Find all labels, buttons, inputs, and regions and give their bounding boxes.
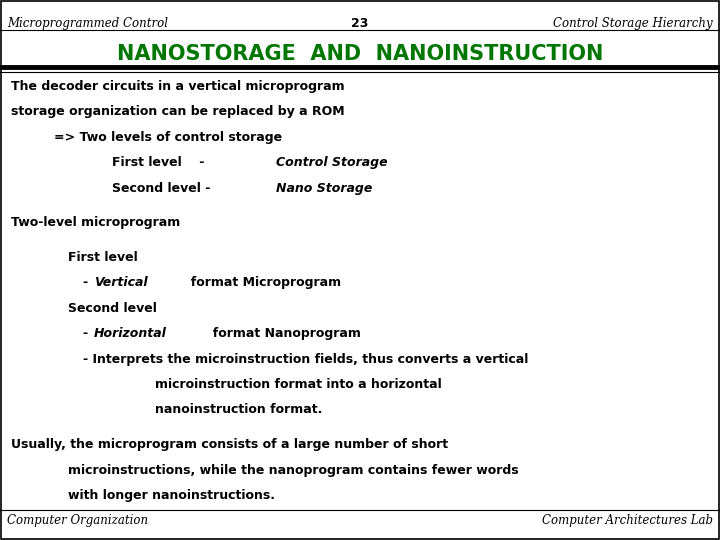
Text: Control Storage: Control Storage: [276, 156, 387, 169]
Text: The decoder circuits in a vertical microprogram: The decoder circuits in a vertical micro…: [11, 80, 344, 93]
Text: => Two levels of control storage: => Two levels of control storage: [54, 131, 282, 144]
Text: 23: 23: [351, 17, 369, 30]
Text: First level    -: First level -: [112, 156, 208, 169]
Text: Computer Architectures Lab: Computer Architectures Lab: [541, 514, 713, 527]
Text: Computer Organization: Computer Organization: [7, 514, 148, 527]
Text: First level: First level: [68, 251, 138, 264]
Text: -: -: [83, 327, 88, 340]
Text: format Microprogram: format Microprogram: [182, 276, 341, 289]
Text: Second level: Second level: [68, 302, 157, 315]
Text: Horizontal: Horizontal: [94, 327, 166, 340]
Text: Usually, the microprogram consists of a large number of short: Usually, the microprogram consists of a …: [11, 438, 448, 451]
Text: NANOSTORAGE  AND  NANOINSTRUCTION: NANOSTORAGE AND NANOINSTRUCTION: [117, 44, 603, 64]
Text: microinstruction format into a horizontal: microinstruction format into a horizonta…: [155, 378, 441, 391]
Text: storage organization can be replaced by a ROM: storage organization can be replaced by …: [11, 105, 344, 118]
Text: with longer nanoinstructions.: with longer nanoinstructions.: [68, 489, 275, 502]
Text: Two-level microprogram: Two-level microprogram: [11, 217, 180, 230]
Text: format Nanoprogram: format Nanoprogram: [204, 327, 361, 340]
Text: Microprogrammed Control: Microprogrammed Control: [7, 17, 168, 30]
Text: microinstructions, while the nanoprogram contains fewer words: microinstructions, while the nanoprogram…: [68, 464, 519, 477]
Text: Vertical: Vertical: [94, 276, 147, 289]
Text: -: -: [83, 276, 88, 289]
Text: Control Storage Hierarchy: Control Storage Hierarchy: [553, 17, 713, 30]
Text: Second level -: Second level -: [112, 181, 215, 194]
Text: Nano Storage: Nano Storage: [276, 181, 372, 194]
Text: - Interprets the microinstruction fields, thus converts a vertical: - Interprets the microinstruction fields…: [83, 353, 528, 366]
Text: nanoinstruction format.: nanoinstruction format.: [155, 403, 322, 416]
